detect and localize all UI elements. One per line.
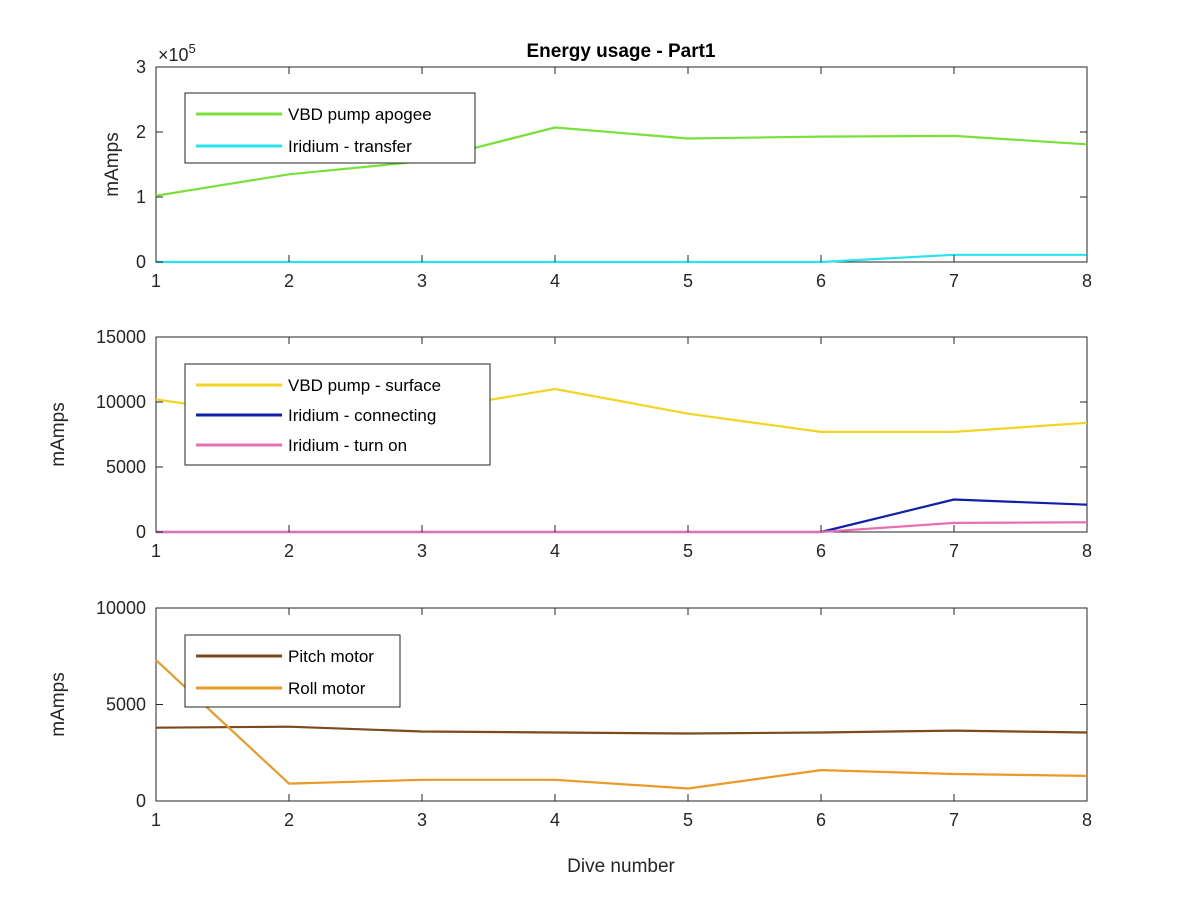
legend-label-1-2: Iridium - transfer [288,137,412,156]
y-tick-label-3-2: 5000 [106,695,146,715]
subplot-2: 1 2 3 4 5 6 7 8 0 5000 10000 15000 mAmps VBD pump - s… [48,327,1092,561]
y-tick-label-3-3: 10000 [96,598,146,618]
y-exponent-label: ×105 [158,41,196,65]
series-line-3-1 [155,725,1088,735]
x-tick-label-2-8: 8 [1082,541,1092,561]
y-tick-label-3-1: 0 [136,791,146,811]
series-line-3-2 [155,659,1088,790]
x-axis-label: Dive number [567,856,675,877]
y-axis-label-3: mAmps [48,672,69,736]
y-tick-label-1-3: 2 [136,122,146,142]
series-line-1-2 [156,253,1087,264]
series-line-2-3 [156,521,1088,534]
legend-label-2-1: VBD pump - surface [288,376,441,395]
y-tick-label-2-3: 10000 [96,392,146,412]
x-tick-label-2-4: 4 [550,541,560,561]
x-tick-label-2-1: 1 [151,541,161,561]
y-tick-label-1-2: 1 [136,187,146,207]
y-tick-label-2-4: 15000 [96,327,146,347]
x-tick-label-3-3: 3 [417,810,427,830]
x-tick-label-3-8: 8 [1082,810,1092,830]
x-tick-label-2-2: 2 [284,541,294,561]
legend-label-1-1: VBD pump apogee [288,105,432,124]
figure-title: Energy usage - Part1 [526,41,715,62]
y-axis-label-2: mAmps [48,402,69,466]
x-tick-label-1-3: 3 [417,271,427,291]
x-tick-label-2-5: 5 [683,541,693,561]
y-tick-label-1-4: 3 [136,57,146,77]
x-tick-label-1-7: 7 [949,271,959,291]
x-tick-label-1-1: 1 [151,271,161,291]
x-tick-label-3-6: 6 [816,810,826,830]
legend-box-3 [184,634,401,708]
x-tick-label-2-7: 7 [949,541,959,561]
x-tick-label-2-3: 3 [417,541,427,561]
x-tick-label-1-6: 6 [816,271,826,291]
x-tick-label-3-1: 1 [151,810,161,830]
y-tick-label-2-1: 0 [136,522,146,542]
legend-label-2-2: Iridium - connecting [288,406,436,425]
y-tick-label-2-2: 5000 [106,457,146,477]
x-tick-label-1-2: 2 [284,271,294,291]
x-tick-label-1-5: 5 [683,271,693,291]
y-axis-label-1: mAmps [102,132,123,196]
x-tick-label-1-8: 8 [1082,271,1092,291]
x-tick-label-3-5: 5 [683,810,693,830]
x-tick-label-1-4: 4 [550,271,560,291]
y-tick-label-1-1: 0 [136,252,146,272]
series-line-1-1 [155,126,1088,197]
legend-label-3-1: Pitch motor [288,647,374,666]
legend-box-1 [184,92,476,164]
legend-label-2-3: Iridium - turn on [288,436,407,455]
x-tick-label-2-6: 6 [816,541,826,561]
x-tick-label-3-7: 7 [949,810,959,830]
subplot-3: 1 2 3 4 5 6 7 8 0 5000 10000 mAmps Pitch motor Roll m… [48,598,1092,830]
x-tick-label-3-2: 2 [284,810,294,830]
legend-label-3-2: Roll motor [288,679,366,698]
x-tick-label-3-4: 4 [550,810,560,830]
